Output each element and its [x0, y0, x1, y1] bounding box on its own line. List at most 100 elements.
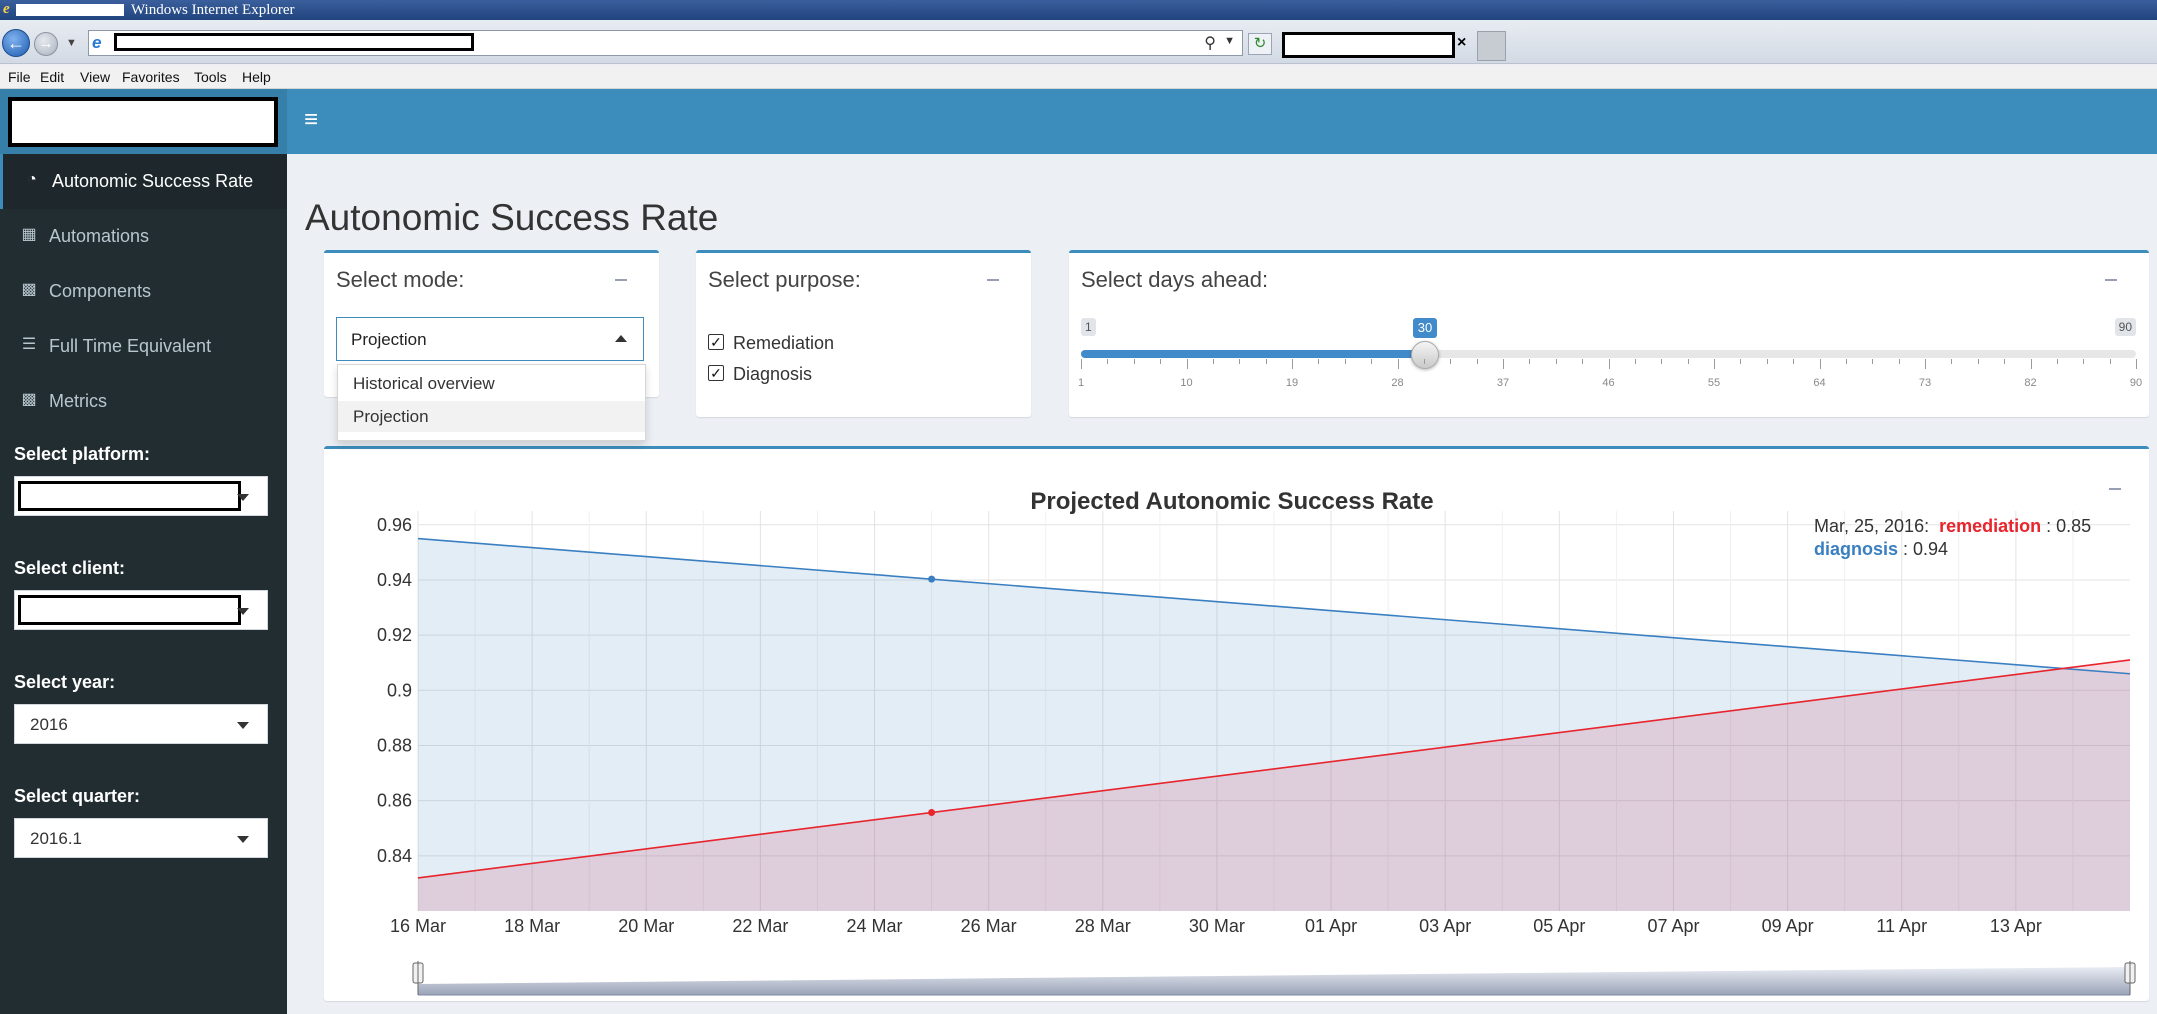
quarter-label: Select quarter: [14, 786, 141, 806]
sidebar-item-label: Autonomic Success Rate [52, 171, 254, 191]
x-tick-label: 26 Mar [961, 916, 1017, 936]
slider-tick-mark [1133, 359, 1135, 364]
th-icon: ▩ [21, 281, 37, 298]
year-value: 2016 [30, 715, 68, 734]
app-header: ≡ [0, 89, 2157, 154]
chevron-up-icon [615, 335, 627, 342]
history-dropdown-icon[interactable]: ▼ [66, 37, 77, 49]
x-tick-label: 07 Apr [1647, 916, 1699, 936]
url-input[interactable]: e ⚲ ▼ [88, 30, 1243, 56]
new-tab-button[interactable] [1477, 31, 1506, 61]
sidebar-item-metrics[interactable]: ▩ Metrics [0, 374, 287, 429]
forward-button[interactable]: → [34, 32, 58, 56]
slider-tick-label: 73 [1918, 377, 1932, 389]
tooltip-date: Mar, 25, 2016: [1814, 516, 1929, 536]
slider-tick-mark [1239, 359, 1241, 364]
projection-chart[interactable]: 0.96 0.94 0.92 0.9 0.88 0.86 0.84 16 Mar 18 Mar… [324, 449, 2149, 1004]
slider-max-label: 90 [2114, 318, 2136, 336]
days-ahead-box: Select days ahead: 1 90 30 1 10 19 28 37 46 55… [1069, 250, 2149, 417]
x-axis-ticks: 16 Mar 18 Mar 20 Mar 22 Mar 24 Mar 26 Mar 28 M… [390, 916, 2042, 936]
slider-tick-mark [2136, 359, 2137, 369]
year-label: Select year: [14, 672, 116, 692]
x-tick-label: 18 Mar [504, 916, 560, 936]
collapse-box-icon[interactable] [987, 279, 999, 281]
sidebar-item-automations[interactable]: ▦ Automations [0, 209, 287, 264]
slider-track[interactable] [1081, 350, 2136, 358]
menu-favorites[interactable]: Favorites [122, 69, 180, 85]
url-dropdown-icon[interactable]: ▼ [1224, 35, 1235, 47]
slider-tick-label: 28 [1391, 377, 1404, 389]
quarter-select[interactable]: 2016.1 [14, 818, 268, 858]
slider-tick-mark [1344, 359, 1346, 364]
menu-file[interactable]: File [8, 69, 31, 85]
sidebar-item-label: Components [49, 281, 152, 301]
menu-help[interactable]: Help [242, 69, 271, 85]
slider-tick-label: 1 [1077, 377, 1085, 389]
slider-tick-mark [1661, 359, 1663, 364]
slider-tick-label: 64 [1813, 377, 1826, 389]
sidebar-toggle-icon[interactable]: ≡ [304, 106, 319, 133]
checkbox-checked-icon[interactable]: ✓ [708, 334, 724, 350]
chart-title: Projected Autonomic Success Rate [1030, 488, 1433, 515]
slider-tick-label: 10 [1180, 377, 1193, 389]
days-slider[interactable]: 1 90 30 1 10 19 28 37 46 55 64 73 82 90 [1077, 313, 2142, 393]
slider-min-label: 1 [1081, 318, 1096, 336]
page-title: Autonomic Success Rate [305, 197, 719, 238]
chevron-down-icon [237, 722, 249, 729]
purpose-box-title: Select purpose: [708, 267, 861, 292]
window-titlebar: e Windows Internet Explorer [0, 0, 2157, 20]
menu-view[interactable]: View [80, 69, 111, 85]
slider-tick-mark [1107, 359, 1109, 364]
collapse-box-icon[interactable] [2105, 279, 2117, 281]
client-select[interactable] [14, 590, 268, 630]
mode-dropdown-menu: Historical overview Projection [337, 364, 646, 441]
sidebar-item-full-time-equivalent[interactable]: ☰ Full Time Equivalent [0, 319, 287, 374]
x-tick-label: 01 Apr [1305, 916, 1357, 936]
chart-lines [417, 537, 2131, 879]
collapse-box-icon[interactable] [615, 279, 627, 281]
x-tick-label: 16 Mar [390, 916, 446, 936]
mode-option-projection[interactable]: Projection [338, 401, 645, 432]
checkbox-checked-icon[interactable]: ✓ [708, 365, 724, 381]
year-select[interactable]: 2016 [14, 704, 268, 744]
x-tick-label: 09 Apr [1762, 916, 1814, 936]
range-selector[interactable] [412, 961, 2136, 996]
bar-chart-icon: ▩ [21, 391, 37, 408]
slider-tick-mark [1318, 359, 1320, 364]
sidebar-item-autonomic-success-rate[interactable]: ◔ Autonomic Success Rate [0, 154, 287, 209]
slider-tick-mark [1740, 359, 1742, 364]
slider-tick-label: 37 [1496, 377, 1510, 389]
slider-tick-mark [1371, 359, 1373, 364]
back-button[interactable]: ← [2, 29, 30, 57]
purpose-box: Select purpose: ✓ Remediation ✓ Diagnosi… [696, 250, 1031, 417]
sidebar-item-components[interactable]: ▩ Components [0, 264, 287, 319]
refresh-button[interactable]: ↻ [1248, 33, 1272, 55]
browser-tab[interactable] [1282, 32, 1455, 58]
x-tick-label: 13 Apr [1990, 916, 2042, 936]
mode-select[interactable]: Projection [336, 317, 644, 361]
slider-tick-mark [1608, 359, 1610, 369]
slider-tick-mark [1872, 359, 1874, 364]
x-tick-label: 03 Apr [1419, 916, 1471, 936]
chart-tooltip-line-2: diagnosis : 0.94 [1814, 539, 1948, 559]
collapse-box-icon[interactable] [2109, 488, 2121, 490]
menu-edit[interactable]: Edit [40, 69, 65, 85]
days-box-title: Select days ahead: [1081, 267, 1269, 292]
option-label: Projection [353, 407, 429, 426]
menu-tools[interactable]: Tools [194, 69, 227, 85]
th-large-icon: ▦ [21, 226, 37, 243]
dashboard-icon: ◔ [27, 171, 37, 188]
chart-areas [418, 538, 2130, 911]
highlight-point-remediation [928, 809, 936, 817]
platform-select[interactable] [14, 476, 268, 516]
slider-tick-mark [1265, 359, 1267, 364]
slider-handle[interactable] [1410, 341, 1439, 369]
slider-tick-mark [1687, 359, 1689, 364]
mode-option-historical-overview[interactable]: Historical overview [338, 368, 645, 399]
search-icon[interactable]: ⚲ [1204, 35, 1216, 52]
tab-close-icon[interactable]: × [1457, 34, 1467, 51]
option-label: Historical overview [353, 374, 495, 393]
slider-tick-mark [1898, 359, 1900, 364]
chevron-down-icon [237, 608, 249, 615]
slider-tick-mark [1634, 359, 1636, 364]
